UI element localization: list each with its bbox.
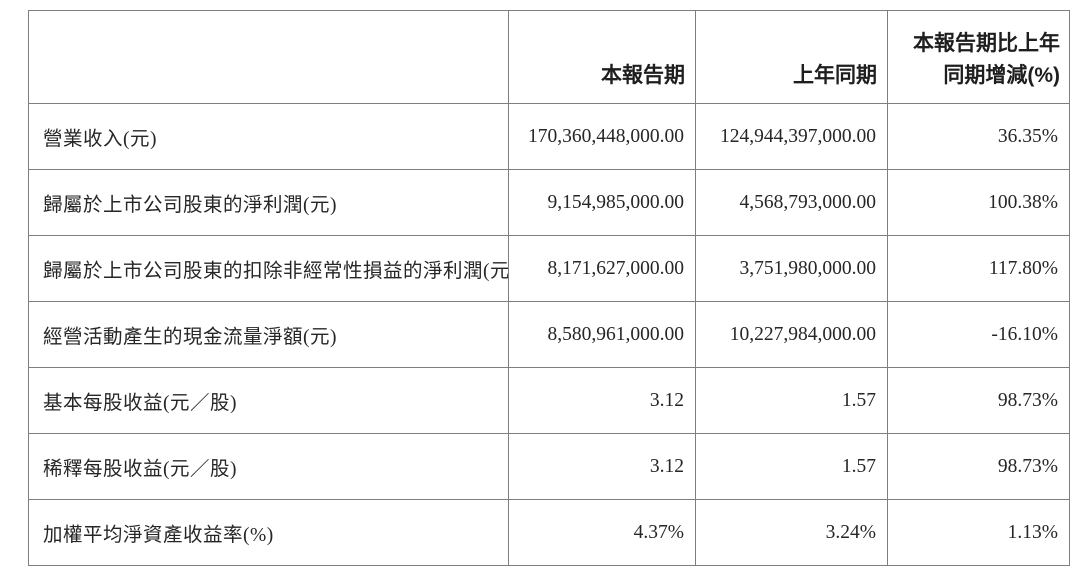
table-header-row: 本報告期 上年同期 本報告期比上年 同期增減(%) xyxy=(28,10,1070,104)
prior-period-value: 1.57 xyxy=(695,367,888,434)
change-percent-value: 98.73% xyxy=(887,433,1070,500)
current-period-value: 170,360,448,000.00 xyxy=(508,103,696,170)
current-period-value: 8,171,627,000.00 xyxy=(508,235,696,302)
row-indicator-label: 營業收入(元) xyxy=(28,103,509,170)
prior-period-value: 1.57 xyxy=(695,433,888,500)
table-row-weighted-avg-roe: 加權平均淨資產收益率(%) 4.37% 3.24% 1.13% xyxy=(28,499,1070,566)
table-row-operating-cash-flow: 經營活動產生的現金流量淨額(元) 8,580,961,000.00 10,227… xyxy=(28,301,1070,368)
prior-period-value: 3.24% xyxy=(695,499,888,566)
header-period-change-line2: 同期增減(%) xyxy=(943,63,1060,87)
header-corner-cell xyxy=(28,10,509,104)
row-indicator-label: 加權平均淨資產收益率(%) xyxy=(28,499,509,566)
header-period-change-line1: 本報告期比上年 xyxy=(913,32,1060,55)
current-period-value: 8,580,961,000.00 xyxy=(508,301,696,368)
current-period-value: 3.12 xyxy=(508,433,696,500)
current-period-value: 4.37% xyxy=(508,499,696,566)
table-row-net-profit-excl-nonrecurring: 歸屬於上市公司股東的扣除非經常性損益的淨利潤(元) 8,171,627,000.… xyxy=(28,235,1070,302)
row-indicator-label: 歸屬於上市公司股東的扣除非經常性損益的淨利潤(元) xyxy=(28,235,509,302)
row-indicator-label: 歸屬於上市公司股東的淨利潤(元) xyxy=(28,169,509,236)
prior-period-value: 3,751,980,000.00 xyxy=(695,235,888,302)
table-row-basic-eps: 基本每股收益(元／股) 3.12 1.57 98.73% xyxy=(28,367,1070,434)
change-percent-value: 1.13% xyxy=(887,499,1070,566)
table-row-net-profit: 歸屬於上市公司股東的淨利潤(元) 9,154,985,000.00 4,568,… xyxy=(28,169,1070,236)
prior-period-value: 4,568,793,000.00 xyxy=(695,169,888,236)
header-prior-period: 上年同期 xyxy=(695,10,888,104)
row-indicator-label: 基本每股收益(元／股) xyxy=(28,367,509,434)
current-period-value: 3.12 xyxy=(508,367,696,434)
row-indicator-label: 稀釋每股收益(元／股) xyxy=(28,433,509,500)
change-percent-value: 117.80% xyxy=(887,235,1070,302)
financial-summary-table: 本報告期 上年同期 本報告期比上年 同期增減(%) 營業收入(元) 170,36… xyxy=(28,10,1070,566)
table-row-operating-revenue: 營業收入(元) 170,360,448,000.00 124,944,397,0… xyxy=(28,103,1070,170)
change-percent-value: 98.73% xyxy=(887,367,1070,434)
table-row-diluted-eps: 稀釋每股收益(元／股) 3.12 1.57 98.73% xyxy=(28,433,1070,500)
change-percent-value: -16.10% xyxy=(887,301,1070,368)
header-current-period: 本報告期 xyxy=(508,10,696,104)
change-percent-value: 100.38% xyxy=(887,169,1070,236)
prior-period-value: 124,944,397,000.00 xyxy=(695,103,888,170)
current-period-value: 9,154,985,000.00 xyxy=(508,169,696,236)
header-period-change: 本報告期比上年 同期增減(%) xyxy=(887,10,1070,104)
change-percent-value: 36.35% xyxy=(887,103,1070,170)
prior-period-value: 10,227,984,000.00 xyxy=(695,301,888,368)
row-indicator-label: 經營活動產生的現金流量淨額(元) xyxy=(28,301,509,368)
